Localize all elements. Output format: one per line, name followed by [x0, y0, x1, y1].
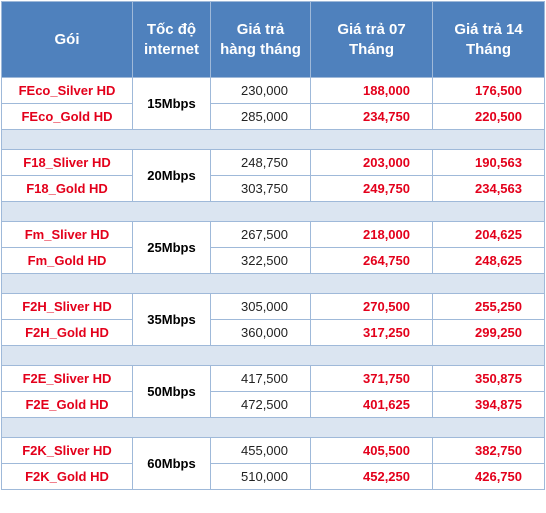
package-name: F2H_Gold HD: [1, 319, 133, 346]
header-package-line: Gói: [54, 30, 80, 48]
package-name: F18_Gold HD: [1, 175, 133, 202]
table-row: Fm_Gold HD 322,500 264,750 248,625: [1, 247, 545, 274]
package-name: Fm_Sliver HD: [1, 221, 133, 248]
header-price-7-months: Giá trả 07 Tháng: [310, 1, 433, 78]
table-row: F18_Sliver HD 20Mbps 248,750 203,000 190,563: [1, 149, 545, 202]
monthly-price: 455,000: [210, 437, 311, 464]
separator-cell: [1, 273, 545, 294]
table-body: FEco_Silver HD 15Mbps 230,000 188,000 176,50…: [1, 77, 545, 490]
table-row: F2E_Sliver HD 50Mbps 417,500 371,750 350,875: [1, 365, 545, 418]
table-row: F2H_Gold HD 360,000 317,250 299,250: [1, 319, 545, 346]
header-monthly-line-1: Giá trả: [236, 20, 285, 38]
monthly-price: 472,500: [210, 391, 311, 418]
price-table: Gói Tốc độ internet Giá trả hàng tháng G…: [1, 1, 545, 490]
header-monthly-line-2: hàng tháng: [220, 40, 301, 58]
internet-speed: 60Mbps: [132, 437, 211, 490]
monthly-price: 360,000: [210, 319, 311, 346]
monthly-price: 510,000: [210, 463, 311, 490]
price-14-months: 394,875: [432, 391, 545, 418]
package-name: F2E_Gold HD: [1, 391, 133, 418]
price-7-months: 405,500: [310, 437, 433, 464]
price-7-months: 401,625: [310, 391, 433, 418]
monthly-price: 248,750: [210, 149, 311, 176]
price-14-months: 234,563: [432, 175, 545, 202]
monthly-price: 267,500: [210, 221, 311, 248]
price-7-months: 249,750: [310, 175, 433, 202]
price-14-months: 426,750: [432, 463, 545, 490]
header-package: Gói: [1, 1, 133, 78]
table-row: F2E_Gold HD 472,500 401,625 394,875: [1, 391, 545, 418]
header-speed: Tốc độ internet: [132, 1, 211, 78]
header-speed-line-2: internet: [143, 40, 199, 58]
price-7-months: 371,750: [310, 365, 433, 392]
price-7-months: 218,000: [310, 221, 433, 248]
header-price-7-line-2: Tháng: [349, 40, 394, 58]
internet-speed: 35Mbps: [132, 293, 211, 346]
separator-cell: [1, 201, 545, 222]
table-row: FEco_Silver HD 15Mbps 230,000 188,000 176,50…: [1, 77, 545, 130]
package-name: FEco_Silver HD: [1, 77, 133, 104]
price-14-months: 382,750: [432, 437, 545, 464]
group-separator: [1, 345, 545, 366]
package-name: F2H_Sliver HD: [1, 293, 133, 320]
group-separator: [1, 417, 545, 438]
table-row: F2K_Gold HD 510,000 452,250 426,750: [1, 463, 545, 490]
monthly-price: 417,500: [210, 365, 311, 392]
package-name: F2K_Sliver HD: [1, 437, 133, 464]
table-row: F18_Gold HD 303,750 249,750 234,563: [1, 175, 545, 202]
internet-speed: 20Mbps: [132, 149, 211, 202]
price-7-months: 452,250: [310, 463, 433, 490]
price-14-months: 299,250: [432, 319, 545, 346]
table-header: Gói Tốc độ internet Giá trả hàng tháng G…: [1, 1, 545, 78]
table-row: F2K_Sliver HD 60Mbps 455,000 405,500 382,750: [1, 437, 545, 490]
group-separator: [1, 201, 545, 222]
header-speed-line-1: Tốc độ: [146, 20, 197, 38]
monthly-price: 285,000: [210, 103, 311, 130]
internet-speed: 15Mbps: [132, 77, 211, 130]
price-7-months: 270,500: [310, 293, 433, 320]
header-monthly: Giá trả hàng tháng: [210, 1, 311, 78]
price-14-months: 176,500: [432, 77, 545, 104]
header-row: Gói Tốc độ internet Giá trả hàng tháng G…: [1, 1, 545, 78]
header-price-14-months: Giá trả 14 Tháng: [432, 1, 545, 78]
package-name: FEco_Gold HD: [1, 103, 133, 130]
group-separator: [1, 129, 545, 150]
price-7-months: 317,250: [310, 319, 433, 346]
price-7-months: 188,000: [310, 77, 433, 104]
price-14-months: 255,250: [432, 293, 545, 320]
group-separator: [1, 273, 545, 294]
separator-cell: [1, 129, 545, 150]
internet-speed: 50Mbps: [132, 365, 211, 418]
header-price-7-line-1: Giá trả 07: [337, 20, 406, 38]
table-row: Fm_Sliver HD 25Mbps 267,500 218,000 204,625: [1, 221, 545, 274]
price-14-months: 350,875: [432, 365, 545, 392]
package-name: F2K_Gold HD: [1, 463, 133, 490]
package-name: Fm_Gold HD: [1, 247, 133, 274]
price-7-months: 203,000: [310, 149, 433, 176]
price-14-months: 220,500: [432, 103, 545, 130]
monthly-price: 322,500: [210, 247, 311, 274]
package-name: F18_Sliver HD: [1, 149, 133, 176]
table-row: FEco_Gold HD 285,000 234,750 220,500: [1, 103, 545, 130]
header-price-14-line-1: Giá trả 14: [454, 20, 523, 38]
table-row: F2H_Sliver HD 35Mbps 305,000 270,500 255,250: [1, 293, 545, 346]
price-14-months: 190,563: [432, 149, 545, 176]
price-7-months: 264,750: [310, 247, 433, 274]
monthly-price: 230,000: [210, 77, 311, 104]
monthly-price: 303,750: [210, 175, 311, 202]
monthly-price: 305,000: [210, 293, 311, 320]
separator-cell: [1, 345, 545, 366]
internet-speed: 25Mbps: [132, 221, 211, 274]
package-name: F2E_Sliver HD: [1, 365, 133, 392]
price-14-months: 204,625: [432, 221, 545, 248]
price-14-months: 248,625: [432, 247, 545, 274]
header-price-14-line-2: Tháng: [466, 40, 511, 58]
price-7-months: 234,750: [310, 103, 433, 130]
separator-cell: [1, 417, 545, 438]
